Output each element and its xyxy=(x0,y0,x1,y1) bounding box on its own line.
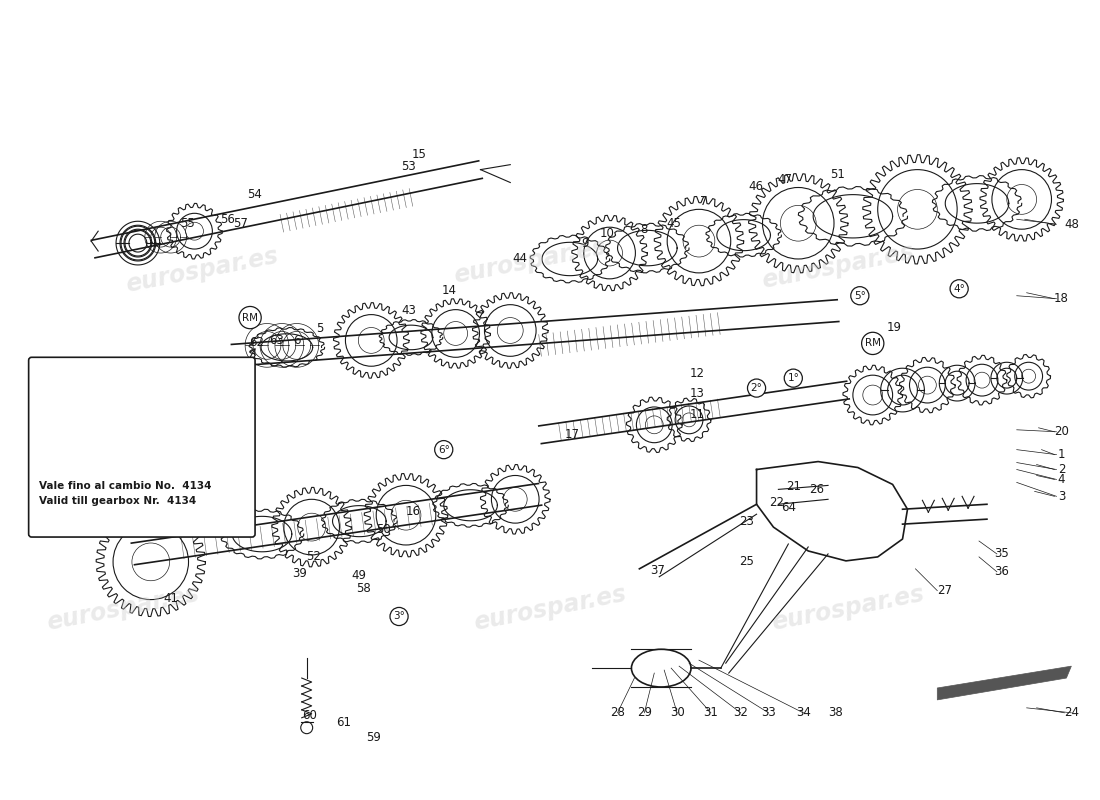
Text: 62: 62 xyxy=(250,336,264,349)
Text: 50: 50 xyxy=(376,522,390,535)
Text: 14: 14 xyxy=(441,284,456,298)
Text: eurospar.es: eurospar.es xyxy=(45,582,201,635)
Text: 44: 44 xyxy=(513,253,528,266)
Text: 30: 30 xyxy=(670,706,684,719)
Text: 4: 4 xyxy=(1058,473,1065,486)
Text: eurospar.es: eurospar.es xyxy=(124,244,280,298)
Text: 61: 61 xyxy=(336,716,351,730)
Text: 22: 22 xyxy=(769,496,784,509)
Text: 35: 35 xyxy=(994,547,1009,561)
Text: 31: 31 xyxy=(703,706,718,719)
Text: 64: 64 xyxy=(781,501,795,514)
Text: 59: 59 xyxy=(366,731,381,744)
Text: 7: 7 xyxy=(701,195,707,208)
Text: 52: 52 xyxy=(306,550,321,563)
Text: 26: 26 xyxy=(808,483,824,496)
Text: 38: 38 xyxy=(828,706,844,719)
Text: 39: 39 xyxy=(293,567,307,580)
Text: 42: 42 xyxy=(217,455,232,468)
Text: 23: 23 xyxy=(739,514,755,528)
Text: eurospar.es: eurospar.es xyxy=(472,582,628,635)
Text: 45: 45 xyxy=(667,217,682,230)
Text: 54: 54 xyxy=(246,188,262,201)
Text: 46: 46 xyxy=(748,180,763,193)
Text: Vale fino al cambio No.  4134: Vale fino al cambio No. 4134 xyxy=(39,482,211,491)
Text: 13: 13 xyxy=(690,386,704,399)
Text: 6: 6 xyxy=(293,334,300,347)
Text: 2°: 2° xyxy=(750,383,762,393)
Text: 63: 63 xyxy=(270,334,284,347)
Text: 33: 33 xyxy=(761,706,776,719)
Text: 16: 16 xyxy=(406,505,420,518)
Text: 37: 37 xyxy=(650,564,664,578)
Text: 20: 20 xyxy=(1054,426,1069,438)
Text: 11: 11 xyxy=(690,408,704,422)
Text: 2: 2 xyxy=(1058,463,1065,476)
Text: 48: 48 xyxy=(1064,218,1079,230)
Text: eurospar.es: eurospar.es xyxy=(452,234,608,287)
Text: Valid till gearbox Nr.  4134: Valid till gearbox Nr. 4134 xyxy=(39,496,196,506)
Text: 36: 36 xyxy=(994,566,1010,578)
Text: 8: 8 xyxy=(640,222,648,236)
Text: 55: 55 xyxy=(180,217,195,230)
Text: 51: 51 xyxy=(830,168,846,181)
Text: 1°: 1° xyxy=(788,373,800,383)
Text: 9: 9 xyxy=(581,237,589,250)
FancyBboxPatch shape xyxy=(29,358,255,537)
Text: 21: 21 xyxy=(785,480,801,493)
Text: RM: RM xyxy=(242,313,258,322)
Polygon shape xyxy=(937,666,1071,700)
Text: 5: 5 xyxy=(316,322,323,335)
Text: RM: RM xyxy=(865,338,881,348)
Text: 40: 40 xyxy=(44,453,59,466)
Text: 49: 49 xyxy=(352,570,366,582)
Text: 28: 28 xyxy=(610,706,625,719)
Text: eurospar.es: eurospar.es xyxy=(760,239,916,293)
Text: 57: 57 xyxy=(233,217,248,230)
Text: 15: 15 xyxy=(411,148,427,162)
Text: 43: 43 xyxy=(402,304,417,317)
Text: 25: 25 xyxy=(739,555,755,568)
Text: 56: 56 xyxy=(220,213,234,226)
Text: 24: 24 xyxy=(1064,706,1079,719)
Text: 18: 18 xyxy=(1054,292,1069,306)
Text: 17: 17 xyxy=(564,428,580,442)
Text: 32: 32 xyxy=(734,706,748,719)
Text: 5°: 5° xyxy=(854,290,866,301)
Text: 19: 19 xyxy=(887,321,902,334)
Text: 29: 29 xyxy=(637,706,652,719)
Text: 12: 12 xyxy=(690,366,704,380)
Text: 3°: 3° xyxy=(393,611,405,622)
Text: 4°: 4° xyxy=(954,284,965,294)
Text: 10: 10 xyxy=(601,226,615,240)
Text: 1: 1 xyxy=(1058,448,1065,461)
Text: eurospar.es: eurospar.es xyxy=(770,582,926,635)
Text: 6°: 6° xyxy=(438,445,450,454)
Text: 47: 47 xyxy=(778,173,793,186)
Text: 58: 58 xyxy=(356,582,371,595)
Text: 53: 53 xyxy=(402,160,417,173)
Text: 3: 3 xyxy=(1058,490,1065,503)
Text: 41: 41 xyxy=(163,592,178,605)
Text: 34: 34 xyxy=(795,706,811,719)
Text: 60: 60 xyxy=(302,710,317,722)
Text: 27: 27 xyxy=(937,584,952,597)
